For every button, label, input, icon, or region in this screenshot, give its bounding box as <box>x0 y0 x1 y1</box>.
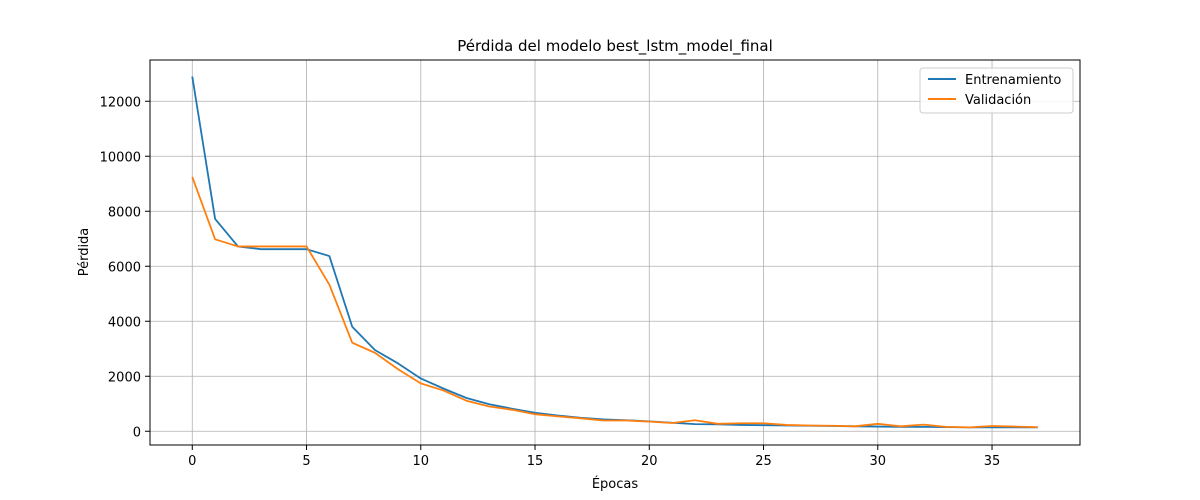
x-tick-label: 30 <box>870 454 887 469</box>
chart-title: Pérdida del modelo best_lstm_model_final <box>457 37 773 56</box>
x-tick-label: 20 <box>641 454 658 469</box>
legend-box <box>919 67 1074 114</box>
y-tick-label: 12000 <box>100 95 141 110</box>
y-tick-label: 0 <box>133 425 141 440</box>
x-tick-label: 10 <box>413 454 430 469</box>
axis-ticks: 0 5 10 15 20 25 30 35 0 2000 4000 6000 8000 10000 1200… <box>100 95 1001 469</box>
legend: Entrenamiento Validación <box>919 67 1074 114</box>
series-lines <box>191 76 1038 429</box>
legend-label-entrenamiento: Entrenamiento <box>965 73 1061 88</box>
x-tick-label: 0 <box>188 454 196 469</box>
x-axis-title: Épocas <box>592 476 639 492</box>
y-tick-label: 10000 <box>100 150 141 165</box>
grid-lines <box>150 60 1080 445</box>
y-tick-label: 6000 <box>108 260 141 275</box>
y-tick-label: 4000 <box>108 315 141 330</box>
plot-frame <box>149 59 1081 446</box>
y-tick-label: 2000 <box>108 370 141 385</box>
x-tick-label: 5 <box>302 454 310 469</box>
x-tick-label: 25 <box>755 454 772 469</box>
y-tick-label: 8000 <box>108 205 141 220</box>
x-tick-label: 15 <box>527 454 544 469</box>
y-axis-title: Pérdida <box>77 228 92 277</box>
legend-label-validacion: Validación <box>965 93 1031 108</box>
series-line-validacion <box>191 176 1038 429</box>
x-tick-label: 35 <box>984 454 1001 469</box>
